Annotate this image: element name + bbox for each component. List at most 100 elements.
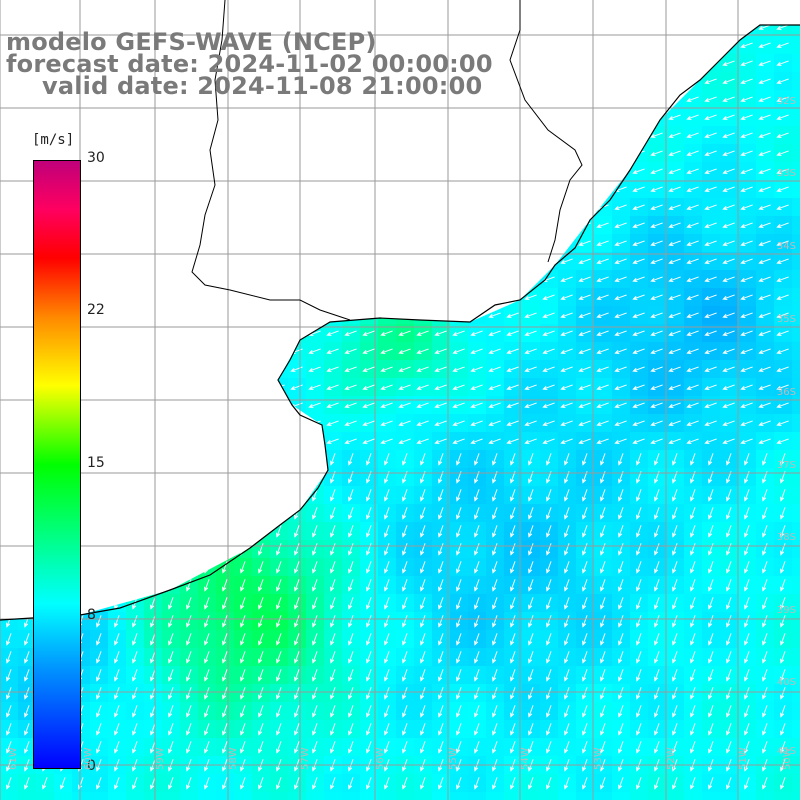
- wind-arrow: [398, 114, 411, 120]
- wind-arrow: [132, 579, 138, 592]
- wind-cell: [18, 108, 37, 127]
- wind-cell: [108, 162, 127, 181]
- wind-arrow: [38, 150, 51, 156]
- wind-arrow: [258, 741, 264, 754]
- wind-cell: [630, 0, 649, 19]
- wind-arrow: [488, 258, 501, 264]
- wind-cell: [216, 450, 235, 469]
- wind-cell: [198, 504, 217, 523]
- wind-arrow: [344, 438, 357, 444]
- wind-cell: [558, 162, 577, 181]
- wind-cell: [360, 108, 379, 127]
- wind-arrow: [272, 420, 285, 426]
- wind-arrow: [452, 366, 465, 372]
- wind-arrow: [308, 186, 321, 192]
- lon-label-60w: 60W: [83, 747, 94, 770]
- wind-arrow: [402, 669, 408, 682]
- wind-arrow: [435, 7, 446, 12]
- wind-arrow: [240, 561, 246, 574]
- wind-cell: [666, 90, 685, 109]
- wind-cell: [288, 306, 307, 325]
- wind-arrow: [722, 366, 735, 372]
- wind-arrow: [596, 402, 609, 408]
- wind-arrow: [488, 348, 501, 354]
- wind-arrow: [672, 489, 678, 502]
- wind-arrow: [456, 777, 462, 790]
- wind-cell: [756, 792, 775, 800]
- wind-arrow: [254, 186, 267, 192]
- wind-cell: [306, 144, 325, 163]
- wind-arrow: [164, 186, 177, 192]
- wind-arrow: [474, 579, 480, 592]
- wind-arrow: [2, 222, 15, 228]
- wind-cell: [36, 0, 55, 19]
- wind-arrow: [380, 204, 393, 210]
- wind-arrow: [128, 204, 141, 210]
- wind-cell: [396, 792, 415, 800]
- wind-cell: [0, 180, 19, 199]
- wind-arrow: [614, 402, 627, 408]
- title-model: modelo GEFS-WAVE (NCEP): [6, 28, 377, 56]
- wind-arrow: [20, 402, 33, 408]
- wind-cell: [666, 792, 685, 800]
- wind-arrow: [128, 402, 141, 408]
- wind-arrow: [492, 453, 498, 466]
- wind-arrow: [110, 258, 123, 264]
- wind-arrow: [654, 597, 660, 610]
- wind-arrow: [470, 294, 483, 300]
- wind-cell: [648, 72, 667, 91]
- wind-arrow: [452, 25, 465, 30]
- wind-cell: [306, 270, 325, 289]
- wind-arrow: [2, 132, 15, 138]
- wind-arrow: [582, 489, 588, 502]
- wind-arrow: [200, 312, 213, 318]
- wind-arrow: [596, 60, 609, 66]
- wind-cell: [252, 360, 271, 379]
- wind-cell: [738, 25, 757, 37]
- wind-arrow: [614, 438, 627, 444]
- wind-cell: [450, 216, 469, 235]
- wind-cell: [738, 0, 757, 19]
- wind-arrow: [474, 489, 480, 502]
- wind-arrow: [758, 330, 771, 336]
- wind-arrow: [636, 543, 642, 556]
- wind-arrow: [2, 384, 15, 390]
- wind-arrow: [452, 204, 465, 210]
- wind-cell: [324, 216, 343, 235]
- wind-cell: [0, 162, 19, 181]
- wind-cell: [396, 288, 415, 307]
- wind-cell: [684, 792, 703, 800]
- wind-cell: [198, 414, 217, 433]
- wind-arrow: [291, 7, 302, 12]
- wind-arrow: [614, 312, 627, 318]
- wind-arrow: [128, 294, 141, 300]
- wind-arrow: [272, 204, 285, 210]
- wind-arrow: [510, 651, 516, 664]
- lon-label-52w: 52W: [666, 747, 677, 770]
- wind-cell: [270, 162, 289, 181]
- wind-arrow: [668, 42, 681, 48]
- wind-arrow: [650, 132, 663, 138]
- wind-arrow: [218, 222, 231, 228]
- wind-cell: [234, 252, 253, 271]
- wind-arrow: [636, 741, 642, 754]
- wind-cell: [198, 558, 217, 577]
- wind-arrow: [492, 579, 498, 592]
- wind-arrow: [128, 312, 141, 318]
- wind-arrow: [24, 633, 30, 646]
- wind-arrow: [564, 633, 570, 646]
- wind-arrow: [668, 60, 681, 66]
- wind-cell: [396, 162, 415, 181]
- wind-cell: [468, 198, 487, 217]
- wind-arrow: [690, 723, 696, 736]
- wind-arrow: [366, 723, 372, 736]
- wind-arrow: [650, 438, 663, 444]
- wind-arrow: [600, 543, 606, 556]
- wind-arrow: [758, 438, 771, 444]
- wind-arrow: [380, 348, 393, 354]
- wind-cell: [108, 252, 127, 271]
- wind-cell: [306, 234, 325, 253]
- wind-arrow: [294, 489, 300, 502]
- wind-arrow: [417, 7, 428, 12]
- wind-arrow: [668, 78, 681, 84]
